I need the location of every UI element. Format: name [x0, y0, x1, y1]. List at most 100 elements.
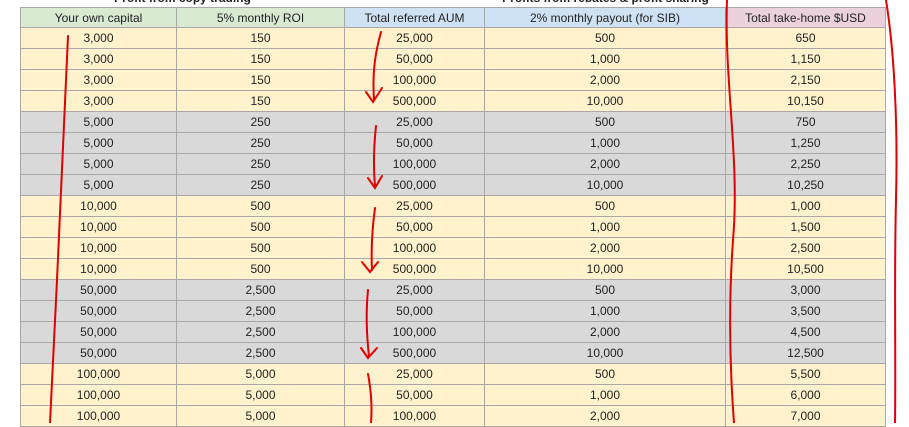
- table-cell: 100,000: [345, 238, 485, 259]
- table-cell: 150: [177, 70, 345, 91]
- table-cell: 500,000: [345, 91, 485, 112]
- table-cell: 100,000: [345, 406, 485, 427]
- table-cell: 25,000: [345, 196, 485, 217]
- table-cell: 25,000: [345, 112, 485, 133]
- table-cell: 5,000: [20, 154, 177, 175]
- table-cell: 150: [177, 91, 345, 112]
- table-cell: 2,500: [177, 280, 345, 301]
- table-cell: 100,000: [20, 385, 177, 406]
- table-cell: 250: [177, 175, 345, 196]
- table-cell: 1,000: [485, 49, 726, 70]
- table-cell: 4,500: [726, 322, 886, 343]
- table-cell: 2,150: [726, 70, 886, 91]
- table-cell: 7,000: [726, 406, 886, 427]
- table-cell: 10,000: [485, 259, 726, 280]
- table-cell: 150: [177, 49, 345, 70]
- table-cell: 100,000: [345, 70, 485, 91]
- table-cell: 2,250: [726, 154, 886, 175]
- table-cell: 5,000: [177, 406, 345, 427]
- table-cell: 10,500: [726, 259, 886, 280]
- table-cell: 1,000: [726, 196, 886, 217]
- table-cell: 50,000: [345, 301, 485, 322]
- table-cell: 50,000: [20, 301, 177, 322]
- table-cell: 100,000: [20, 406, 177, 427]
- table-cell: 1,000: [485, 217, 726, 238]
- table-cell: 10,000: [20, 238, 177, 259]
- table-cell: 2,000: [485, 406, 726, 427]
- table-cell: 50,000: [20, 280, 177, 301]
- table-cell: 2,000: [485, 238, 726, 259]
- table-cell: 10,000: [485, 175, 726, 196]
- table-cell: 2,000: [485, 154, 726, 175]
- table-cell: 500,000: [345, 343, 485, 364]
- table-cell: 5,000: [177, 385, 345, 406]
- header-cell: 2% monthly payout (for SIB): [485, 7, 726, 28]
- table-cell: 1,000: [485, 133, 726, 154]
- table-cell: 2,500: [177, 301, 345, 322]
- table-cell: 6,000: [726, 385, 886, 406]
- group-title: Profits from rebates & profit sharing: [485, 0, 726, 5]
- table-cell: 50,000: [345, 133, 485, 154]
- table-cell: 1,250: [726, 133, 886, 154]
- table-cell: 50,000: [20, 343, 177, 364]
- table-cell: 2,000: [485, 70, 726, 91]
- table-cell: 5,000: [20, 175, 177, 196]
- table-cell: 250: [177, 154, 345, 175]
- table-cell: 50,000: [345, 385, 485, 406]
- table-cell: 150: [177, 28, 345, 49]
- table-cell: 100,000: [345, 322, 485, 343]
- group-title: Profit from copy trading: [20, 0, 345, 5]
- table-cell: 25,000: [345, 280, 485, 301]
- table-cell: 5,500: [726, 364, 886, 385]
- table-cell: 10,000: [485, 343, 726, 364]
- table-cell: 25,000: [345, 28, 485, 49]
- header-cell: Total take-home $USD: [726, 7, 886, 28]
- table-cell: 10,150: [726, 91, 886, 112]
- table-cell: 500: [177, 238, 345, 259]
- table-cell: 750: [726, 112, 886, 133]
- red-line: [885, 0, 898, 423]
- table-cell: 2,500: [177, 343, 345, 364]
- table-cell: 100,000: [20, 364, 177, 385]
- table-cell: 12,500: [726, 343, 886, 364]
- table-cell: 10,000: [20, 217, 177, 238]
- table-cell: 10,000: [485, 91, 726, 112]
- table-cell: 5,000: [20, 112, 177, 133]
- table-cell: 1,000: [485, 301, 726, 322]
- table-cell: 3,000: [20, 28, 177, 49]
- table-cell: 1,500: [726, 217, 886, 238]
- table-cell: 650: [726, 28, 886, 49]
- table-cell: 50,000: [345, 217, 485, 238]
- table-cell: 2,500: [726, 238, 886, 259]
- table-cell: 500: [485, 28, 726, 49]
- table-cell: 50,000: [20, 322, 177, 343]
- table-cell: 3,000: [20, 49, 177, 70]
- table-cell: 2,000: [485, 322, 726, 343]
- table-cell: 500: [177, 196, 345, 217]
- table-cell: 250: [177, 112, 345, 133]
- table-cell: 10,000: [20, 259, 177, 280]
- table-cell: 2,500: [177, 322, 345, 343]
- table-cell: 500: [485, 196, 726, 217]
- table-cell: 1,150: [726, 49, 886, 70]
- table-cell: 5,000: [177, 364, 345, 385]
- header-cell: Your own capital: [20, 7, 177, 28]
- table-cell: 3,500: [726, 301, 886, 322]
- table-cell: 10,000: [20, 196, 177, 217]
- table-cell: 100,000: [345, 154, 485, 175]
- table-cell: 500,000: [345, 175, 485, 196]
- header-cell: 5% monthly ROI: [177, 7, 345, 28]
- table-cell: 500: [485, 364, 726, 385]
- table-cell: 50,000: [345, 49, 485, 70]
- table-cell: 3,000: [726, 280, 886, 301]
- table-cell: 500,000: [345, 259, 485, 280]
- table-cell: 5,000: [20, 133, 177, 154]
- table-cell: 3,000: [20, 70, 177, 91]
- table-cell: 3,000: [20, 91, 177, 112]
- table-cell: 500: [177, 259, 345, 280]
- table-cell: 250: [177, 133, 345, 154]
- table-cell: 25,000: [345, 364, 485, 385]
- table-cell: 1,000: [485, 385, 726, 406]
- header-cell: Total referred AUM: [345, 7, 485, 28]
